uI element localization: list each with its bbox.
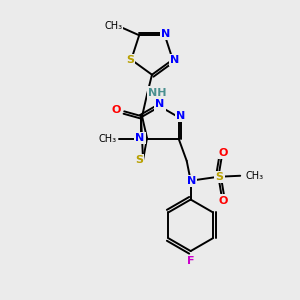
Text: O: O bbox=[219, 148, 228, 158]
Text: O: O bbox=[219, 196, 228, 206]
Text: S: S bbox=[126, 55, 134, 64]
Text: CH₃: CH₃ bbox=[98, 134, 116, 144]
Text: N: N bbox=[187, 176, 196, 186]
Text: NH: NH bbox=[148, 88, 166, 98]
Text: N: N bbox=[176, 111, 185, 121]
Text: CH₃: CH₃ bbox=[245, 171, 263, 181]
Text: S: S bbox=[135, 155, 143, 165]
Text: N: N bbox=[155, 99, 164, 110]
Text: N: N bbox=[135, 133, 145, 143]
Text: N: N bbox=[170, 55, 179, 64]
Text: CH₃: CH₃ bbox=[104, 21, 122, 32]
Text: S: S bbox=[215, 172, 223, 182]
Text: N: N bbox=[161, 29, 170, 39]
Text: O: O bbox=[112, 105, 121, 116]
Text: F: F bbox=[187, 256, 194, 266]
